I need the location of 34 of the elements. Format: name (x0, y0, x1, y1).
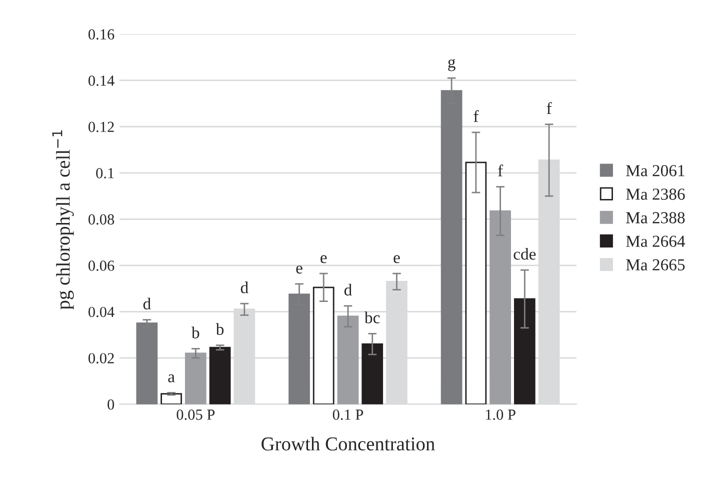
annotation: f (474, 110, 479, 122)
annotation: bc (364, 312, 380, 324)
annotation: d (344, 284, 352, 296)
y-tick-label: 0 (108, 399, 114, 410)
annotation: cde (514, 248, 536, 260)
annotation: f (498, 164, 504, 176)
y-tick-label: 0.16 (88, 29, 114, 40)
y-tick-label: 0.1 (96, 168, 114, 178)
legend-label: Ma 2388 (626, 212, 685, 224)
y-tick-label: 0.12 (88, 122, 114, 132)
annotation: b (192, 326, 200, 338)
annotation: a (168, 374, 175, 382)
x-axis-title: Growth Concentration (262, 436, 435, 450)
annotation: d (240, 282, 248, 294)
annotation: e (320, 255, 327, 264)
annotation: e (394, 255, 400, 264)
legend-label: Ma 2061 (626, 165, 684, 176)
annotation: b (216, 323, 224, 335)
legend-label: Ma 2664 (626, 236, 686, 247)
x-tick-label: 0.05 P (176, 410, 215, 420)
y-tick-label: 0.04 (88, 306, 114, 318)
annotation: f (546, 102, 552, 114)
annotation: e (296, 266, 302, 274)
y-tick-label: 0.08 (88, 214, 114, 225)
annotation: d (143, 298, 151, 310)
y-tick-label: 0.02 (88, 353, 114, 364)
annotation: g (448, 58, 456, 72)
y-axis-title: pg chlorophyll a cell$^{−1}$ (52, 130, 74, 310)
x-tick-label: 1.0 P (486, 410, 516, 420)
legend-label: Ma 2665 (626, 259, 685, 270)
y-tick-label: 0.14 (88, 75, 114, 86)
y-tick-label: 0.06 (88, 260, 114, 271)
legend-label: Ma 2386 (626, 188, 685, 200)
x-tick-label: 0.1 P (332, 410, 364, 420)
